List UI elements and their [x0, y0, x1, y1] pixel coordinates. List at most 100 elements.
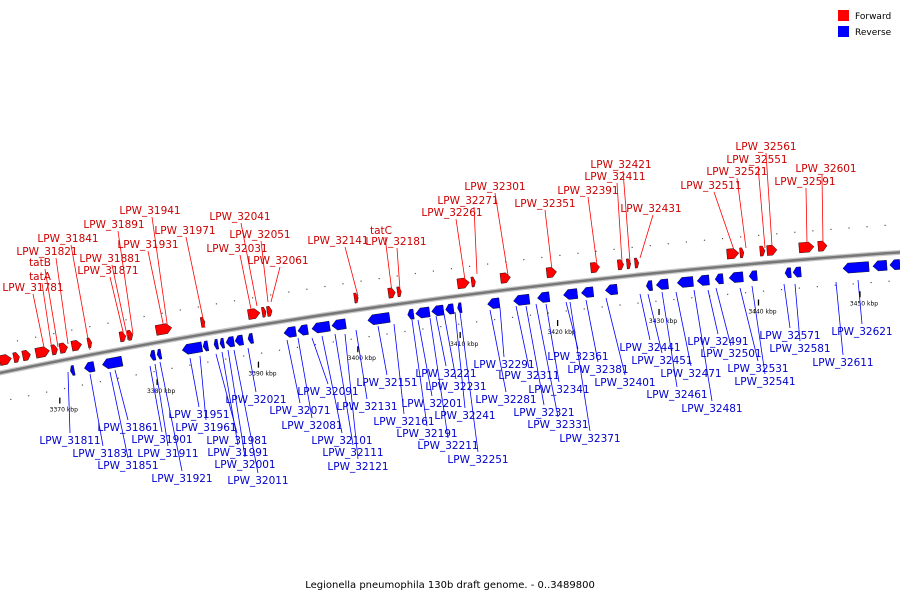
reverse-gene	[696, 274, 710, 286]
label-leader-line	[185, 236, 206, 329]
label-leader-line	[117, 230, 134, 335]
label-leader-line	[707, 289, 719, 335]
forward-gene	[396, 286, 402, 298]
gene-label: LPW_31831	[72, 448, 133, 460]
track-dot	[493, 319, 496, 321]
label-leader-line	[805, 187, 808, 245]
label-leader-line	[647, 293, 663, 354]
track-dot	[46, 391, 48, 393]
reverse-gene	[234, 334, 244, 346]
label-leader-line	[377, 325, 388, 376]
track-dot	[884, 224, 886, 227]
reverse-gene	[415, 306, 431, 319]
gene-label: LPW_32051	[229, 229, 290, 241]
label-leader-line	[544, 209, 553, 271]
gene-label: LPW_32301	[464, 181, 525, 193]
track-dot	[852, 283, 854, 285]
track-dot	[565, 310, 567, 312]
track-dot	[386, 333, 388, 335]
label-leader-line	[260, 240, 269, 303]
gene-label: LPW_32161	[373, 416, 434, 428]
gene-label: LPW_32181	[365, 236, 426, 248]
gene-label: LPW_32351	[514, 198, 575, 210]
gene-label: LPW_32271	[437, 195, 498, 207]
label-leader-line	[693, 289, 713, 402]
forward-gene	[58, 342, 68, 354]
track-dot	[511, 316, 514, 318]
label-leader-line	[221, 351, 239, 446]
gene-label: LPW_32401	[594, 377, 655, 389]
label-leader-line	[736, 177, 747, 249]
label-leader-line	[661, 291, 678, 388]
gene-label: LPW_32391	[557, 185, 618, 197]
label-leader-line	[32, 293, 46, 353]
track-dot	[161, 312, 163, 314]
reverse-gene	[156, 348, 163, 360]
gene-label: LPW_32111	[322, 447, 383, 459]
track-dot	[53, 333, 55, 335]
track-dot	[270, 294, 272, 296]
gene-label: LPW_32231	[425, 381, 486, 393]
gene-label: LPW_31961	[175, 422, 236, 434]
forward-gene	[798, 241, 815, 254]
gene-label: LPW_31821	[16, 246, 77, 258]
forward-gene	[70, 340, 82, 352]
gene-label: LPW_32261	[421, 207, 482, 219]
label-leader-line	[344, 333, 359, 460]
gene-label: LPW_32461	[646, 389, 707, 401]
gene-label: LPW_32321	[513, 407, 574, 419]
track-dot	[81, 384, 84, 386]
reverse-gene	[605, 283, 619, 296]
gene-label: LPW_32021	[225, 394, 286, 406]
forward-gene	[154, 323, 173, 336]
label-leader-line	[270, 266, 281, 303]
label-leader-line	[189, 357, 200, 408]
label-leader-line	[154, 363, 169, 447]
label-leader-line	[569, 301, 591, 432]
track-dot	[758, 234, 760, 236]
forward-gene	[766, 244, 778, 256]
track-dot	[691, 297, 693, 299]
gene-label: LPW_32481	[681, 403, 742, 415]
gene-label: LPW_32571	[759, 330, 820, 342]
track-dot	[703, 239, 706, 241]
label-leader-line	[429, 317, 449, 439]
track-dot	[649, 244, 651, 247]
label-leader-line	[639, 214, 654, 259]
label-leader-line	[473, 206, 478, 275]
gene-label: LPW_32511	[680, 180, 741, 192]
label-leader-line	[239, 254, 253, 315]
forward-gene	[726, 248, 740, 260]
gene-label: LPW_32101	[311, 435, 372, 447]
gene-label: LPW_32361	[547, 351, 608, 363]
forward-gene	[50, 344, 58, 356]
label-leader-line	[455, 218, 466, 281]
gene-label: LPW_32141	[307, 235, 368, 247]
scale-tick-label: 3450 kbp	[850, 300, 878, 307]
gene-label: LPW_31861	[97, 422, 158, 434]
label-leader-line	[321, 335, 343, 434]
gene-label: LPW_32411	[584, 171, 645, 183]
track-dot	[179, 309, 181, 311]
reverse-gene	[407, 308, 415, 320]
reverse-gene	[676, 276, 694, 288]
gene-label: LPW_32201	[401, 398, 462, 410]
label-leader-line	[675, 291, 692, 367]
label-leader-line	[783, 283, 791, 329]
gene-label: LPW_31811	[39, 435, 100, 447]
forward-gene	[387, 287, 396, 299]
reverse-gene	[247, 333, 254, 344]
track-dot	[870, 281, 872, 284]
reverse-gene	[646, 280, 653, 292]
reverse-gene	[748, 270, 758, 282]
label-leader-line	[41, 282, 53, 351]
map-caption: Legionella pneumophila 130b draft genome…	[305, 580, 595, 591]
reverse-gene	[655, 278, 669, 290]
label-leader-line	[114, 369, 129, 421]
track-dot	[16, 340, 19, 342]
label-leader-line	[240, 222, 258, 307]
track-dot	[332, 341, 334, 343]
track-dot	[89, 325, 91, 328]
reverse-gene	[431, 304, 445, 317]
track-dot	[740, 236, 742, 238]
